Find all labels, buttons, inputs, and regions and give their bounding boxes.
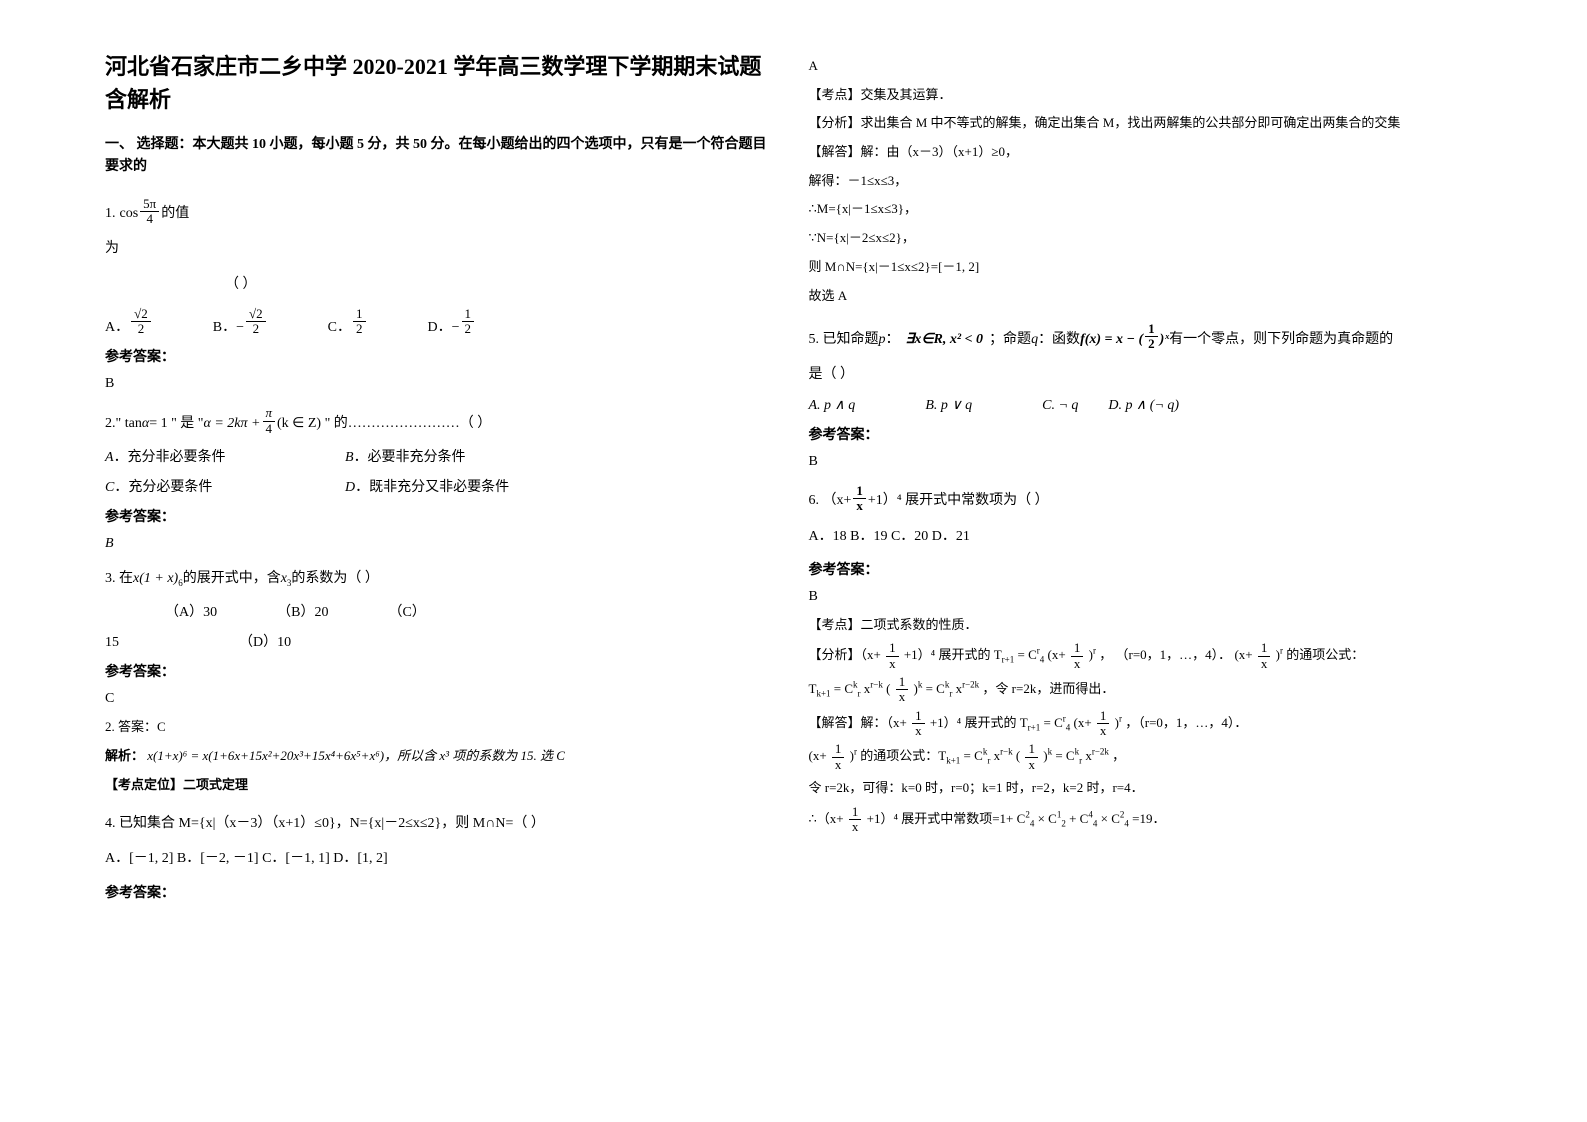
- q3-opts-abc: （A） 30 （B） 20 （C）: [105, 601, 779, 621]
- q1-optD: D． − 12: [428, 307, 477, 337]
- q3-sol-a: 2. 答案：C: [105, 715, 779, 740]
- q4-l2: 【分析】求出集合 M 中不等式的解集，确定出集合 M，找出两解集的公共部分即可确…: [809, 111, 1483, 136]
- q6-l1: 【考点】二项式系数的性质．: [809, 613, 1483, 638]
- q1-frac: 5π 4: [140, 197, 159, 227]
- q4-l4: 解得：－1≤x≤3，: [809, 169, 1483, 194]
- left-column: 河北省石家庄市二乡中学 2020-2021 学年高三数学理下学期期末试题含解析 …: [90, 50, 794, 1092]
- q5-ans: B: [809, 454, 1483, 470]
- q1-ans: B: [105, 376, 779, 392]
- q4-l7: 则 M∩N={x|－1≤x≤2}=[－1, 2]: [809, 255, 1483, 280]
- q4-l3: 【解答】解：由（x－3）（x+1）≥0，: [809, 140, 1483, 165]
- q6-ans: B: [809, 589, 1483, 605]
- q5-line2: 是（ ）: [809, 362, 855, 387]
- q3-opts-cd: 15 （D） 10: [105, 631, 779, 651]
- q5-ans-label: 参考答案：: [809, 424, 1483, 444]
- q2-opts-cd: C．充分必要条件 D．既非充分又非必要条件: [105, 476, 779, 496]
- q1-optB: B． − √22: [213, 307, 268, 337]
- q1-num: 1.: [105, 201, 116, 226]
- q2-ans-label: 参考答案：: [105, 506, 779, 526]
- q1-line2: 为: [105, 236, 119, 261]
- q2-ans: B: [105, 536, 779, 552]
- question-2: 2. " tan α = 1 " 是 " α = 2kπ + π4 (k ∈ Z…: [105, 406, 779, 552]
- q6-opts: A．18 B．19 C．20 D．21: [809, 524, 970, 549]
- q4-opts: A．[－1, 2] B．[－2, －1] C．[－1, 1] D．[1, 2]: [105, 846, 388, 871]
- q6-l3: Tk+1 = Ckr xr−k ( 1x )k = Ckr xr−2k ，令 r…: [809, 675, 1483, 705]
- q2-num: 2.: [105, 411, 116, 436]
- q4-solution: A 【考点】交集及其运算． 【分析】求出集合 M 中不等式的解集，确定出集合 M…: [809, 54, 1483, 308]
- q3-ans: C: [105, 691, 779, 707]
- q6-l4: 【解答】解：（x+ 1x +1）⁴ 展开式的 Tr+1 = Cr4 (x+ 1x…: [809, 709, 1483, 739]
- section-heading: 一、 选择题：本大题共 10 小题，每小题 5 分，共 50 分。在每小题给出的…: [105, 134, 779, 179]
- q6-ans-label: 参考答案：: [809, 559, 1483, 579]
- q4-ans: A: [809, 54, 1483, 79]
- q6-l2: 【分析】（x+ 1x +1）⁴ 展开式的 Tr+1 = Cr4 (x+ 1x )…: [809, 641, 1483, 671]
- q4-l5: ∴M={x|－1≤x≤3}，: [809, 197, 1483, 222]
- question-4: 4. 已知集合 M={x|（x－3）（x+1）≤0}，N={x|－2≤x≤2}，…: [105, 811, 779, 901]
- q1-optA: A． √22: [105, 307, 153, 337]
- q1-suffix: 的值: [161, 201, 189, 226]
- q5-opts: A. p ∧ q B. p ∨ q C. ¬ q D. p ∧ (¬ q): [809, 397, 1483, 414]
- q3-num: 3. 在: [105, 566, 133, 591]
- q4-text: 4. 已知集合 M={x|（x－3）（x+1）≤0}，N={x|－2≤x≤2}，…: [105, 811, 545, 836]
- q1-options: A． √22 B． − √22 C． 12 D． − 12: [105, 307, 779, 337]
- q6-l7: ∴（x+ 1x +1）⁴ 展开式中常数项=1+ C24 × C12 + C44 …: [809, 805, 1483, 835]
- q6-l6: 令 r=2k，可得：k=0 时，r=0；k=1 时，r=2，k=2 时，r=4．: [809, 776, 1483, 801]
- question-5: 5. 已知命题 p ： ∃x∈R, x² < 0 ；命题 q ：函数 f(x) …: [809, 322, 1483, 470]
- q3-ans-label: 参考答案：: [105, 661, 779, 681]
- q4-l6: ∵N={x|－2≤x≤2}，: [809, 226, 1483, 251]
- question-3: 3. 在 x(1 + x)6 的展开式中，含 x3 的系数为（ ） （A） 30…: [105, 566, 779, 797]
- q2-opts-ab: A．充分非必要条件 B．必要非充分条件: [105, 446, 779, 466]
- q4-l8: 故选 A: [809, 284, 1483, 309]
- q6-l5: (x+ 1x )r 的通项公式：Tk+1 = Ckr xr−k ( 1x )k …: [809, 742, 1483, 772]
- question-6: 6. （x+ 1x +1）⁴ 展开式中常数项为（ ） A．18 B．19 C．2…: [809, 484, 1483, 834]
- page-title: 河北省石家庄市二乡中学 2020-2021 学年高三数学理下学期期末试题含解析: [105, 50, 779, 116]
- q3-sol-b: 解析： x(1+x)⁶ = x(1+6x+15x²+20x³+15x⁴+6x⁵+…: [105, 744, 779, 769]
- question-1: 1. cos 5π 4 的值 为 （ ） A． √22 B． − √22 C． …: [105, 197, 779, 393]
- q1-ans-label: 参考答案：: [105, 346, 779, 366]
- q4-l1: 【考点】交集及其运算．: [809, 83, 1483, 108]
- q1-optC: C． 12: [328, 307, 368, 337]
- q1-cos: cos: [120, 201, 139, 226]
- q4-ans-label: 参考答案：: [105, 882, 779, 902]
- q1-paren: （ ）: [225, 272, 257, 297]
- q3-footnote: 【考点定位】二项式定理: [105, 773, 779, 798]
- right-column: A 【考点】交集及其运算． 【分析】求出集合 M 中不等式的解集，确定出集合 M…: [794, 50, 1498, 1092]
